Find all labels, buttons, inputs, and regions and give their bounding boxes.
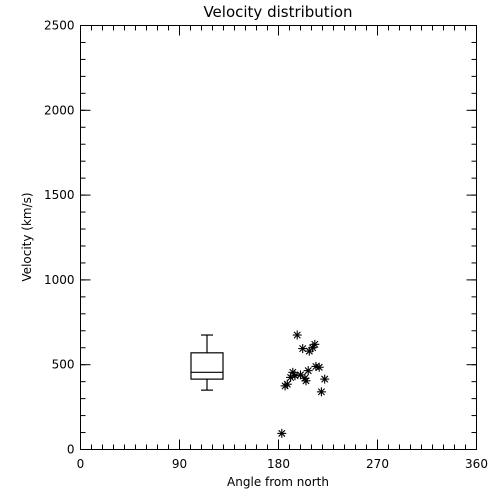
data-point (301, 376, 311, 386)
y-axis-label: Velocity (km/s) (20, 192, 34, 281)
data-point (282, 379, 292, 389)
chart-title: Velocity distribution (203, 3, 352, 21)
y-tick-label: 1500 (44, 188, 75, 202)
data-point (292, 330, 302, 340)
data-point (303, 366, 313, 376)
y-tick-label: 0 (67, 443, 75, 457)
y-tick-label: 500 (52, 358, 75, 372)
data-point (316, 387, 326, 397)
data-point (310, 339, 320, 349)
boxplot (190, 334, 224, 391)
y-tick-label: 1000 (44, 273, 75, 287)
axis-tick-labels: 0 90 180 270 360 0 500 1000 1500 2000 2500 (44, 19, 488, 472)
plot-frame (80, 25, 477, 450)
x-tick-label: 180 (267, 457, 290, 471)
x-tick-label: 270 (366, 457, 389, 471)
x-tick-label: 90 (172, 457, 187, 471)
y-tick-label: 2500 (44, 19, 75, 33)
x-tick-label: 360 (465, 457, 488, 471)
scatter-points (277, 330, 330, 438)
data-point (277, 428, 287, 438)
x-axis-label: Angle from north (227, 475, 329, 489)
data-point (298, 344, 308, 354)
x-tick-label: 0 (77, 457, 85, 471)
data-point (320, 374, 330, 384)
data-point (314, 362, 324, 372)
axis-ticks (80, 25, 477, 450)
y-tick-label: 2000 (44, 103, 75, 117)
data-point (290, 371, 300, 381)
boxplot-box (190, 352, 224, 380)
data-point (296, 370, 305, 380)
